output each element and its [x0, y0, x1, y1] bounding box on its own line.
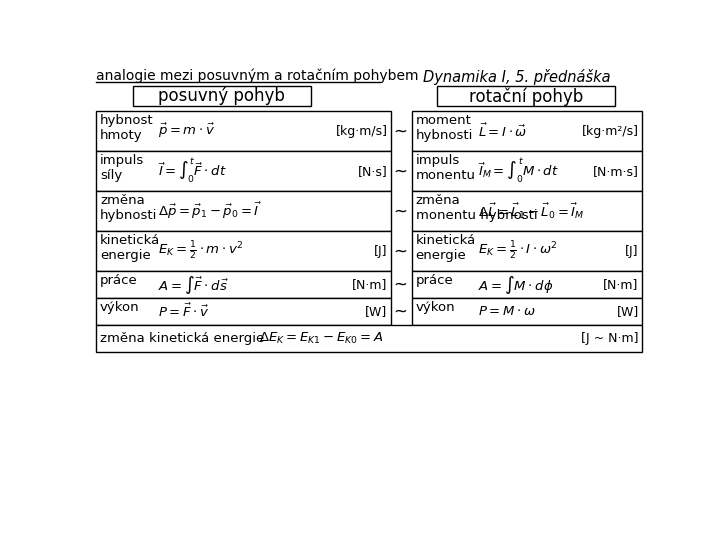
- Bar: [96, 325, 642, 352]
- Text: [N·s]: [N·s]: [358, 165, 387, 178]
- Text: [W]: [W]: [365, 305, 387, 318]
- Text: $\vec{p} = m \cdot \vec{v}$: $\vec{p} = m \cdot \vec{v}$: [158, 122, 215, 140]
- Text: $P = \vec{F} \cdot \vec{v}$: $P = \vec{F} \cdot \vec{v}$: [158, 303, 210, 320]
- Bar: [412, 111, 642, 151]
- Bar: [96, 111, 391, 151]
- Text: výkon: výkon: [100, 301, 140, 314]
- Text: impuls
monentu: impuls monentu: [415, 154, 475, 182]
- Text: $\vec{I}_M = \int_0^t M \cdot dt$: $\vec{I}_M = \int_0^t M \cdot dt$: [477, 157, 559, 185]
- Text: [N·m]: [N·m]: [352, 278, 387, 291]
- Text: $E_K = \frac{1}{2} \cdot m \cdot v^2$: $E_K = \frac{1}{2} \cdot m \cdot v^2$: [158, 240, 244, 262]
- Bar: [96, 191, 391, 231]
- Bar: [96, 298, 391, 325]
- Text: [J ~ N·m]: [J ~ N·m]: [581, 332, 639, 345]
- Bar: [412, 298, 642, 325]
- Text: $\Delta\vec{L} = \vec{L}_1 - \vec{L}_0 = \vec{I}_M$: $\Delta\vec{L} = \vec{L}_1 - \vec{L}_0 =…: [477, 201, 584, 221]
- Text: $\Delta E_K = E_{K1} - E_{K0} = A$: $\Delta E_K = E_{K1} - E_{K0} = A$: [259, 331, 383, 346]
- Text: ~: ~: [393, 162, 407, 180]
- Text: ~: ~: [393, 242, 407, 260]
- Bar: [96, 271, 391, 298]
- Text: výkon: výkon: [415, 301, 455, 314]
- Text: kinetická
energie: kinetická energie: [100, 234, 161, 262]
- Bar: [412, 271, 642, 298]
- Bar: [412, 231, 642, 271]
- Text: rotační pohyb: rotační pohyb: [469, 87, 583, 106]
- Text: ~: ~: [393, 202, 407, 220]
- Text: práce: práce: [415, 274, 454, 287]
- Bar: [96, 231, 391, 271]
- Text: změna kinetická energie: změna kinetická energie: [100, 332, 264, 345]
- Text: impuls
síly: impuls síly: [100, 154, 144, 182]
- Text: [N·m·s]: [N·m·s]: [593, 165, 639, 178]
- Text: [N·m]: [N·m]: [603, 278, 639, 291]
- Text: [J]: [J]: [374, 245, 387, 258]
- Text: $\Delta\vec{p} = \vec{p}_1 - \vec{p}_0 = \vec{I}$: $\Delta\vec{p} = \vec{p}_1 - \vec{p}_0 =…: [158, 201, 262, 221]
- Text: ~: ~: [393, 302, 407, 321]
- Text: moment
hybnosti: moment hybnosti: [415, 114, 473, 142]
- Text: ~: ~: [393, 122, 407, 140]
- Text: změna
monentu hybnosti: změna monentu hybnosti: [415, 194, 537, 222]
- Text: $P = M \cdot \omega$: $P = M \cdot \omega$: [477, 305, 535, 318]
- Text: [W]: [W]: [616, 305, 639, 318]
- Text: ~: ~: [393, 275, 407, 294]
- Text: kinetická
energie: kinetická energie: [415, 234, 476, 262]
- Text: $A = \int \vec{F} \cdot d\vec{s}$: $A = \int \vec{F} \cdot d\vec{s}$: [158, 274, 229, 295]
- Bar: [132, 86, 311, 106]
- Text: [kg·m/s]: [kg·m/s]: [336, 125, 387, 138]
- Text: posuvný pohyb: posuvný pohyb: [158, 87, 285, 105]
- Bar: [437, 86, 616, 106]
- Text: Dynamika I, 5. přednáška: Dynamika I, 5. přednáška: [423, 69, 611, 85]
- Text: $A = \int M \cdot d\phi$: $A = \int M \cdot d\phi$: [477, 274, 553, 295]
- Text: [J]: [J]: [625, 245, 639, 258]
- Text: práce: práce: [100, 274, 138, 287]
- Text: hybnost
hmoty: hybnost hmoty: [100, 114, 153, 142]
- Text: $E_K = \frac{1}{2} \cdot I \cdot \omega^2$: $E_K = \frac{1}{2} \cdot I \cdot \omega^…: [477, 240, 557, 262]
- Text: [kg·m²/s]: [kg·m²/s]: [582, 125, 639, 138]
- Bar: [412, 151, 642, 191]
- Bar: [412, 191, 642, 231]
- Text: $\vec{I} = \int_0^t \vec{F} \cdot dt$: $\vec{I} = \int_0^t \vec{F} \cdot dt$: [158, 157, 227, 185]
- Bar: [96, 151, 391, 191]
- Text: analogie mezi posuvným a rotačním pohybem: analogie mezi posuvným a rotačním pohybe…: [96, 69, 419, 83]
- Text: $\vec{L} = I \cdot \vec{\omega}$: $\vec{L} = I \cdot \vec{\omega}$: [477, 123, 527, 140]
- Text: změna
hybnosti: změna hybnosti: [100, 194, 158, 222]
